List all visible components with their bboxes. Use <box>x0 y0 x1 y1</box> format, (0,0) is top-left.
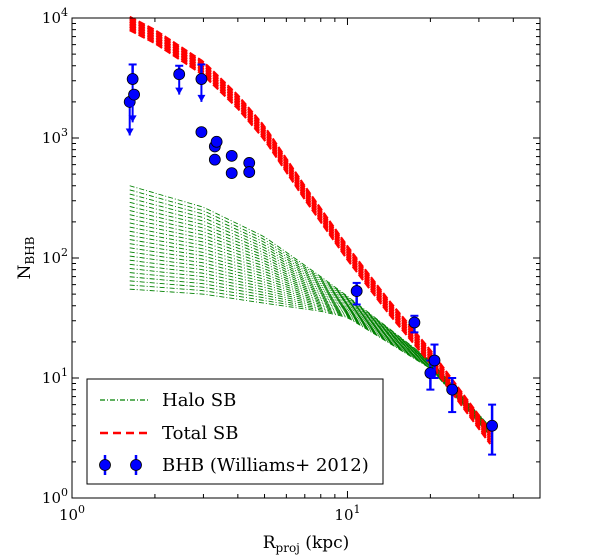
halo-sb-curve <box>129 280 491 436</box>
y-tick-label: 102 <box>42 246 68 267</box>
y-axis-label: NBHB <box>15 236 37 279</box>
bhb-data-point <box>195 126 208 138</box>
plot-content <box>123 15 498 456</box>
halo-sb-curve <box>129 243 491 433</box>
total-sb-curve <box>129 24 492 440</box>
bhb-data-point <box>225 167 238 179</box>
bhb-data-point <box>225 149 238 162</box>
bhb-data-point <box>408 314 421 334</box>
halo-sb-curve <box>129 197 491 429</box>
bhb-data-point <box>210 135 223 148</box>
legend-bhb-swatch <box>99 455 142 475</box>
total-sb-curve <box>129 15 492 432</box>
halo-sb-curve <box>129 251 491 433</box>
bhb-data-point <box>243 166 256 178</box>
legend-bhb-label: BHB (Williams+ 2012) <box>162 455 369 476</box>
legend: Halo SB Total SB BHB (Williams+ 2012) <box>86 378 384 485</box>
bhb-data-point <box>350 281 363 306</box>
halo-sb-curve <box>129 222 491 431</box>
legend-total-label: Total SB <box>162 423 238 444</box>
bhb-data-point <box>486 403 498 456</box>
y-tick-label: 104 <box>42 6 68 27</box>
halo-sb-curve <box>129 288 491 437</box>
bhb-data-point <box>428 343 441 379</box>
y-tick-label: 101 <box>42 366 68 387</box>
bhb-data-point <box>173 64 186 95</box>
bhb-data-point <box>446 377 459 414</box>
x-axis-label: Rproj (kpc) <box>263 533 350 555</box>
x-tick-label: 100 <box>59 503 85 524</box>
bhb-data-point <box>128 88 140 101</box>
bhb-data-point <box>126 63 139 123</box>
halo-sb-curve <box>129 276 491 436</box>
bhb-data-point <box>195 63 208 102</box>
tick-labels: 100 101 100 101 102 103 104 <box>42 6 361 524</box>
bhb-data-point <box>208 153 221 166</box>
halo-sb-curve <box>129 239 491 432</box>
y-tick-label: 103 <box>42 126 68 147</box>
halo-sb-curve <box>129 189 491 428</box>
legend-halo-label: Halo SB <box>162 390 236 411</box>
y-tick-label: 100 <box>42 486 68 507</box>
axis-ticks <box>71 18 541 499</box>
halo-sb-curve <box>129 214 491 430</box>
bhb-series <box>123 63 498 456</box>
x-tick-label: 101 <box>334 503 360 524</box>
